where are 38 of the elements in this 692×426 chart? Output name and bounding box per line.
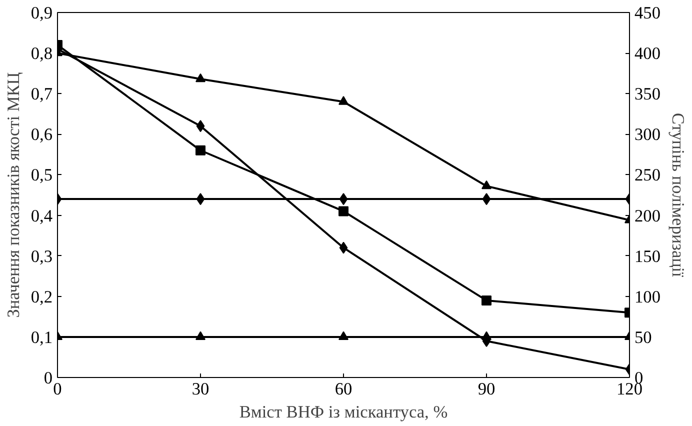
y2-tick-label: 400 [634,44,660,64]
y2-tick-label: 350 [634,84,660,104]
x-tick-label: 90 [478,380,496,398]
y-tick-label: 0,8 [30,44,53,64]
y2-tick-label: 200 [634,206,660,226]
y-tick-label: 0,4 [30,206,53,226]
y-tick-label: 0,6 [30,125,53,144]
y-tick-label: 0,2 [30,287,53,306]
x-axis-title: Вміст ВНФ із міскантуса, % [239,402,448,422]
point [338,331,348,340]
point [482,180,492,190]
y-tick-label: 0,1 [30,328,53,347]
y2-tick-label: 150 [634,246,660,266]
point [482,193,491,206]
x-tick-label: 60 [334,380,352,398]
point [482,295,492,306]
y2-tick-label: 100 [634,287,660,306]
point [339,193,348,206]
y-tick-label: 0,9 [30,4,53,22]
y2-tick-label: 450 [634,4,660,22]
y2-axis-title: Ступінь полімеризації [668,112,688,278]
y-axis-title: Значення показників якості МКЦ [4,72,23,318]
point [339,242,348,254]
point [196,120,205,132]
y2-tick-label: 300 [634,125,660,144]
y-tick-label: 0,7 [30,84,53,104]
point [338,206,348,216]
y-tick-label: 0,3 [30,246,53,266]
point [196,145,206,156]
point [338,96,348,105]
point [196,73,206,82]
y-tick-label: 0,5 [30,166,53,185]
point [196,193,205,206]
point [196,331,206,340]
point [482,331,492,340]
x-tick-label: 30 [192,380,210,398]
y2-tick-label: 50 [634,328,652,347]
y2-tick-label: 250 [634,166,660,185]
